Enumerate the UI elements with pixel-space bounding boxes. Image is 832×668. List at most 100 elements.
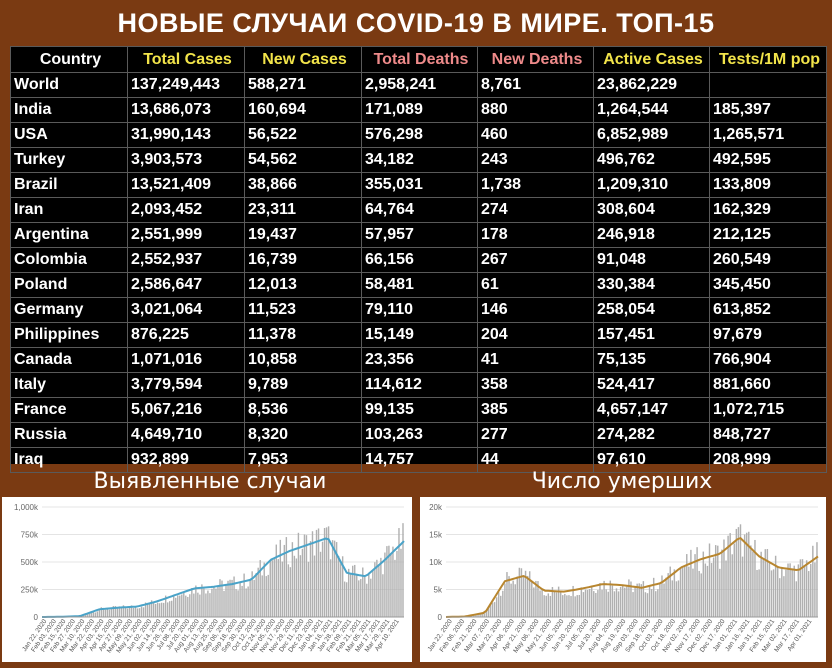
bar — [690, 549, 692, 617]
value-cell: 267 — [477, 247, 594, 273]
bar — [150, 600, 153, 617]
country-cell: Italy — [10, 372, 128, 398]
bar — [574, 596, 576, 617]
country-cell: World — [10, 72, 128, 98]
bar — [741, 556, 744, 617]
value-cell: 160,694 — [244, 97, 362, 123]
bar — [148, 604, 151, 617]
value-cell: 932,899 — [127, 447, 245, 473]
value-cell: 114,612 — [361, 372, 478, 398]
bar — [702, 551, 705, 617]
bar — [632, 592, 634, 617]
value-cell: 2,958,241 — [361, 72, 478, 98]
country-cell: Colombia — [10, 247, 128, 273]
value-cell: 10,858 — [244, 347, 362, 373]
bar — [754, 539, 756, 617]
bar — [84, 614, 86, 617]
bar — [370, 578, 372, 617]
value-cell: 4,649,710 — [127, 422, 245, 448]
table-row: Russia 4,649,710 8,320 103,263 277 274,282 848… — [10, 422, 827, 448]
bar — [714, 545, 717, 617]
bar — [169, 601, 171, 617]
bar — [118, 606, 121, 617]
bar — [531, 581, 533, 617]
bar — [333, 540, 336, 617]
bar — [524, 570, 527, 617]
bar — [801, 559, 804, 617]
bar — [555, 592, 558, 617]
bar — [504, 583, 506, 617]
value-cell: 1,072,715 — [709, 397, 827, 423]
bar — [595, 592, 597, 617]
country-cell: India — [10, 97, 128, 123]
bar — [609, 580, 612, 617]
bar — [257, 567, 259, 617]
bar — [644, 592, 647, 617]
bar — [603, 580, 605, 617]
bar — [173, 594, 175, 617]
bar — [723, 539, 725, 617]
bar — [611, 585, 614, 617]
bar — [392, 546, 394, 617]
bar — [273, 558, 275, 617]
bar — [281, 561, 284, 617]
bar — [247, 586, 249, 617]
bar — [514, 584, 516, 617]
bar — [547, 593, 550, 617]
bar — [789, 563, 791, 617]
table-row: Argentina 2,551,999 19,437 57,957 178 246,918… — [10, 222, 827, 248]
bar — [803, 565, 806, 617]
bar — [791, 569, 793, 617]
bar — [114, 606, 117, 617]
bar — [275, 544, 277, 617]
value-cell: 19,437 — [244, 222, 362, 248]
table-row: Germany 3,021,064 11,523 79,110 146 258,054 61… — [10, 297, 827, 323]
bar — [158, 603, 161, 617]
value-cell: 8,536 — [244, 397, 362, 423]
bar — [688, 566, 690, 617]
bar — [181, 594, 183, 617]
bar — [231, 579, 233, 617]
bar — [613, 591, 616, 617]
bar — [90, 612, 92, 617]
bar — [485, 611, 488, 617]
value-cell: 355,031 — [361, 172, 478, 198]
bar — [243, 573, 245, 617]
y-tick-label: 10k — [429, 558, 443, 567]
bar — [374, 562, 376, 617]
bar — [396, 550, 398, 617]
bar — [179, 595, 181, 617]
bar — [764, 549, 767, 617]
value-cell: 208,999 — [709, 447, 827, 473]
bar — [339, 563, 342, 617]
bar — [520, 568, 523, 617]
bar — [249, 579, 251, 617]
value-cell: 54,562 — [244, 147, 362, 173]
value-cell: 881,660 — [709, 372, 827, 398]
bar — [112, 605, 115, 617]
bar — [358, 580, 360, 617]
bar — [551, 587, 554, 617]
bar — [134, 606, 137, 617]
bar — [559, 591, 562, 617]
page-title: НОВЫЕ СЛУЧАИ COVID-19 В МИРЕ. ТОП-15 — [117, 8, 715, 38]
bar — [779, 578, 781, 617]
bar — [640, 584, 643, 617]
value-cell: 576,298 — [361, 122, 478, 148]
bar — [136, 608, 139, 617]
bar — [624, 587, 626, 617]
value-cell: 2,551,999 — [127, 222, 245, 248]
value-cell: 57,957 — [361, 222, 478, 248]
bar — [506, 572, 508, 617]
bar — [756, 569, 758, 617]
bar — [528, 571, 531, 617]
bar — [768, 562, 771, 617]
deaths-chart-panel: 0 5k 10k 15k 20k Jan 22, 2020 Feb 06, 2020 Feb … — [420, 497, 826, 662]
bar — [626, 586, 628, 617]
bar — [356, 574, 358, 617]
bar — [116, 607, 119, 617]
table-row: Italy 3,779,594 9,789 114,612 358 524,417 881,… — [10, 372, 827, 398]
bar — [171, 600, 173, 617]
bar — [805, 560, 808, 617]
bar — [96, 611, 99, 617]
